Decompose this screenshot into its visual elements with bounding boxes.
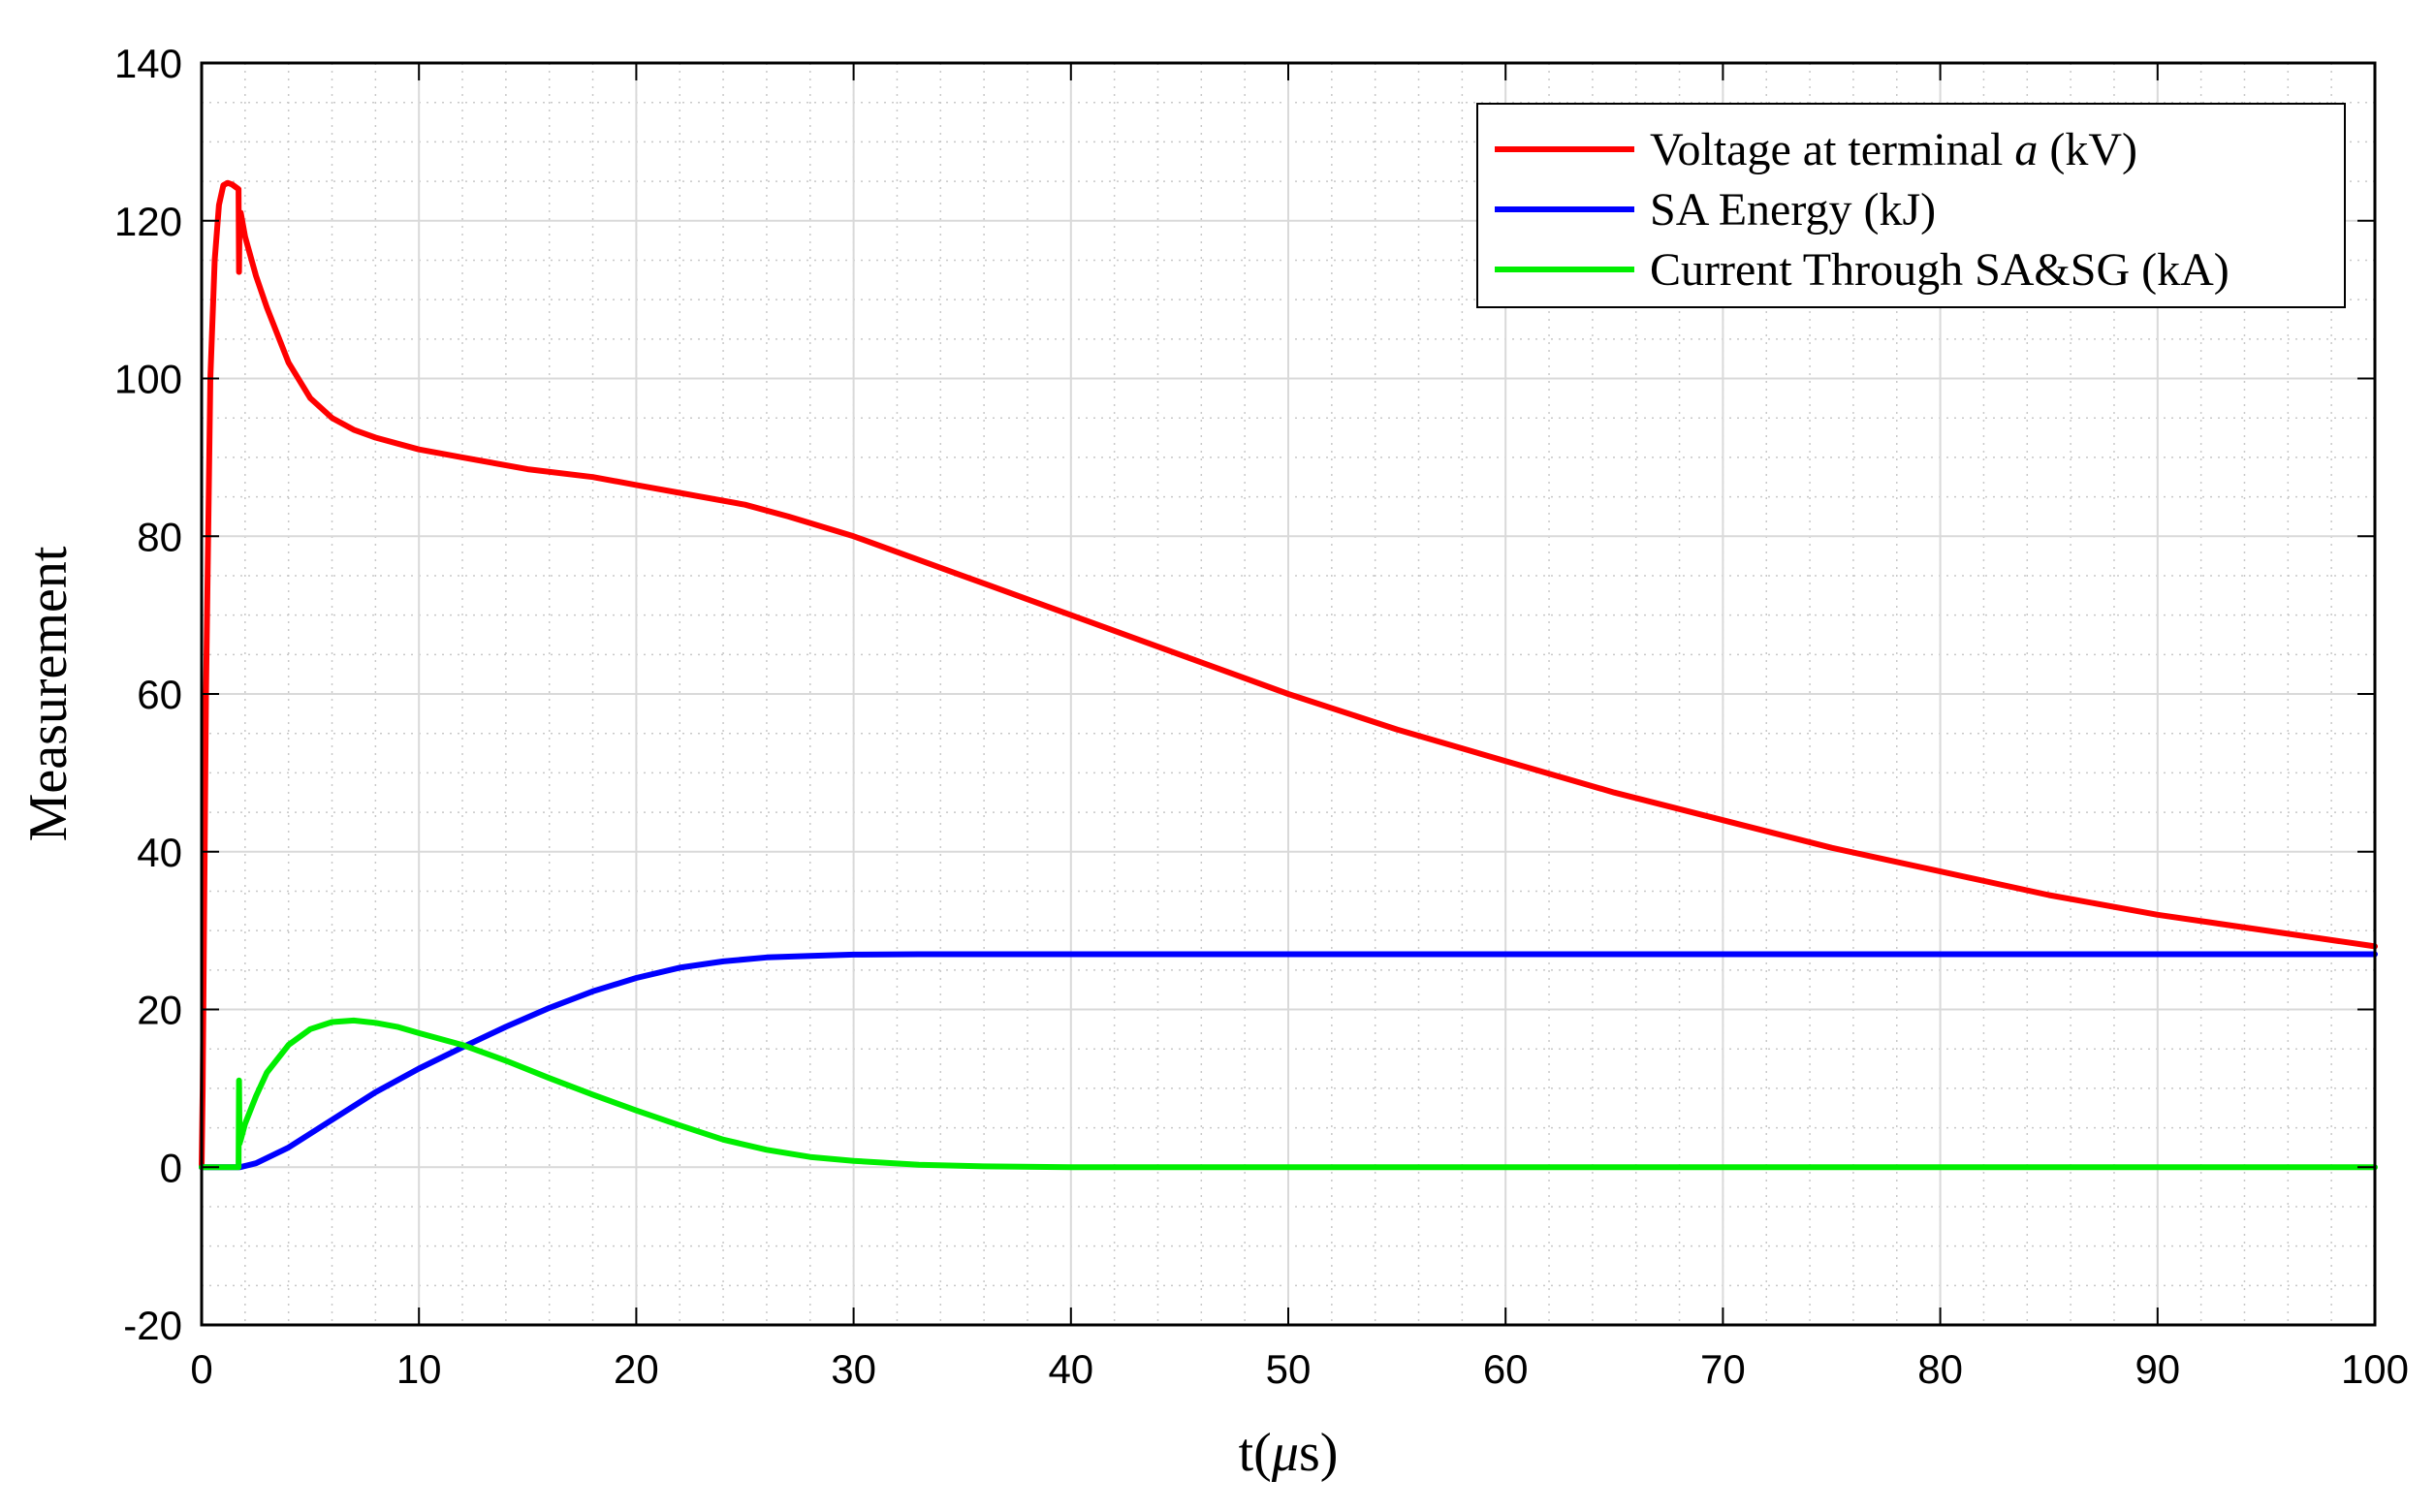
x-axis-label-prefix: t(	[1239, 1423, 1272, 1483]
legend: Voltage at terminal a (kV) SA Energy (kJ…	[1476, 103, 2346, 308]
x-axis-label-mu: μ	[1271, 1423, 1299, 1483]
y-tick-label: 120	[114, 199, 182, 244]
series-line-current	[199, 1017, 2378, 1171]
series-line-voltage	[199, 179, 2378, 1171]
legend-voltage-suffix: (kV)	[2038, 124, 2137, 175]
x-tick-label: 90	[2135, 1346, 2180, 1392]
legend-voltage-prefix: Voltage at terminal	[1650, 124, 2014, 175]
x-tick-label: 0	[190, 1346, 212, 1392]
y-tick-label: 140	[114, 41, 182, 86]
x-tick-label: 20	[614, 1346, 659, 1392]
series-line-energy	[199, 951, 2378, 1171]
legend-entry-current: Current Through SA&SG (kA)	[1650, 244, 2229, 296]
y-tick-label: 100	[114, 357, 182, 402]
y-tick-label: 80	[137, 514, 182, 559]
x-tick-label: 40	[1048, 1346, 1093, 1392]
x-tick-label: 100	[2341, 1346, 2409, 1392]
legend-voltage-italic: a	[2014, 124, 2038, 175]
x-tick-label: 80	[1917, 1346, 1963, 1392]
y-tick-label: 0	[160, 1145, 182, 1190]
x-tick-label: 10	[396, 1346, 442, 1392]
axis-ticks: 0 10 20 30 40 50 60 70 80 90 100-20020406080100120…	[114, 41, 2409, 1392]
x-tick-label: 60	[1483, 1346, 1529, 1392]
x-tick-label: 50	[1266, 1346, 1312, 1392]
legend-entry-energy: SA Energy (kJ)	[1650, 184, 1936, 236]
legend-entry-voltage: Voltage at terminal a (kV)	[1650, 124, 2137, 175]
y-tick-label: 60	[137, 672, 182, 717]
x-axis-label: t(μs)	[1239, 1423, 1339, 1483]
legend-box	[1476, 103, 2346, 308]
y-tick-label: -20	[123, 1303, 182, 1348]
y-tick-label: 40	[137, 830, 182, 875]
y-tick-label: 20	[137, 988, 182, 1033]
x-tick-label: 70	[1700, 1346, 1746, 1392]
x-axis-label-suffix: s)	[1299, 1423, 1338, 1483]
y-axis-label: Measurement	[18, 546, 79, 841]
x-tick-label: 30	[831, 1346, 876, 1392]
series-layer	[199, 179, 2378, 1171]
